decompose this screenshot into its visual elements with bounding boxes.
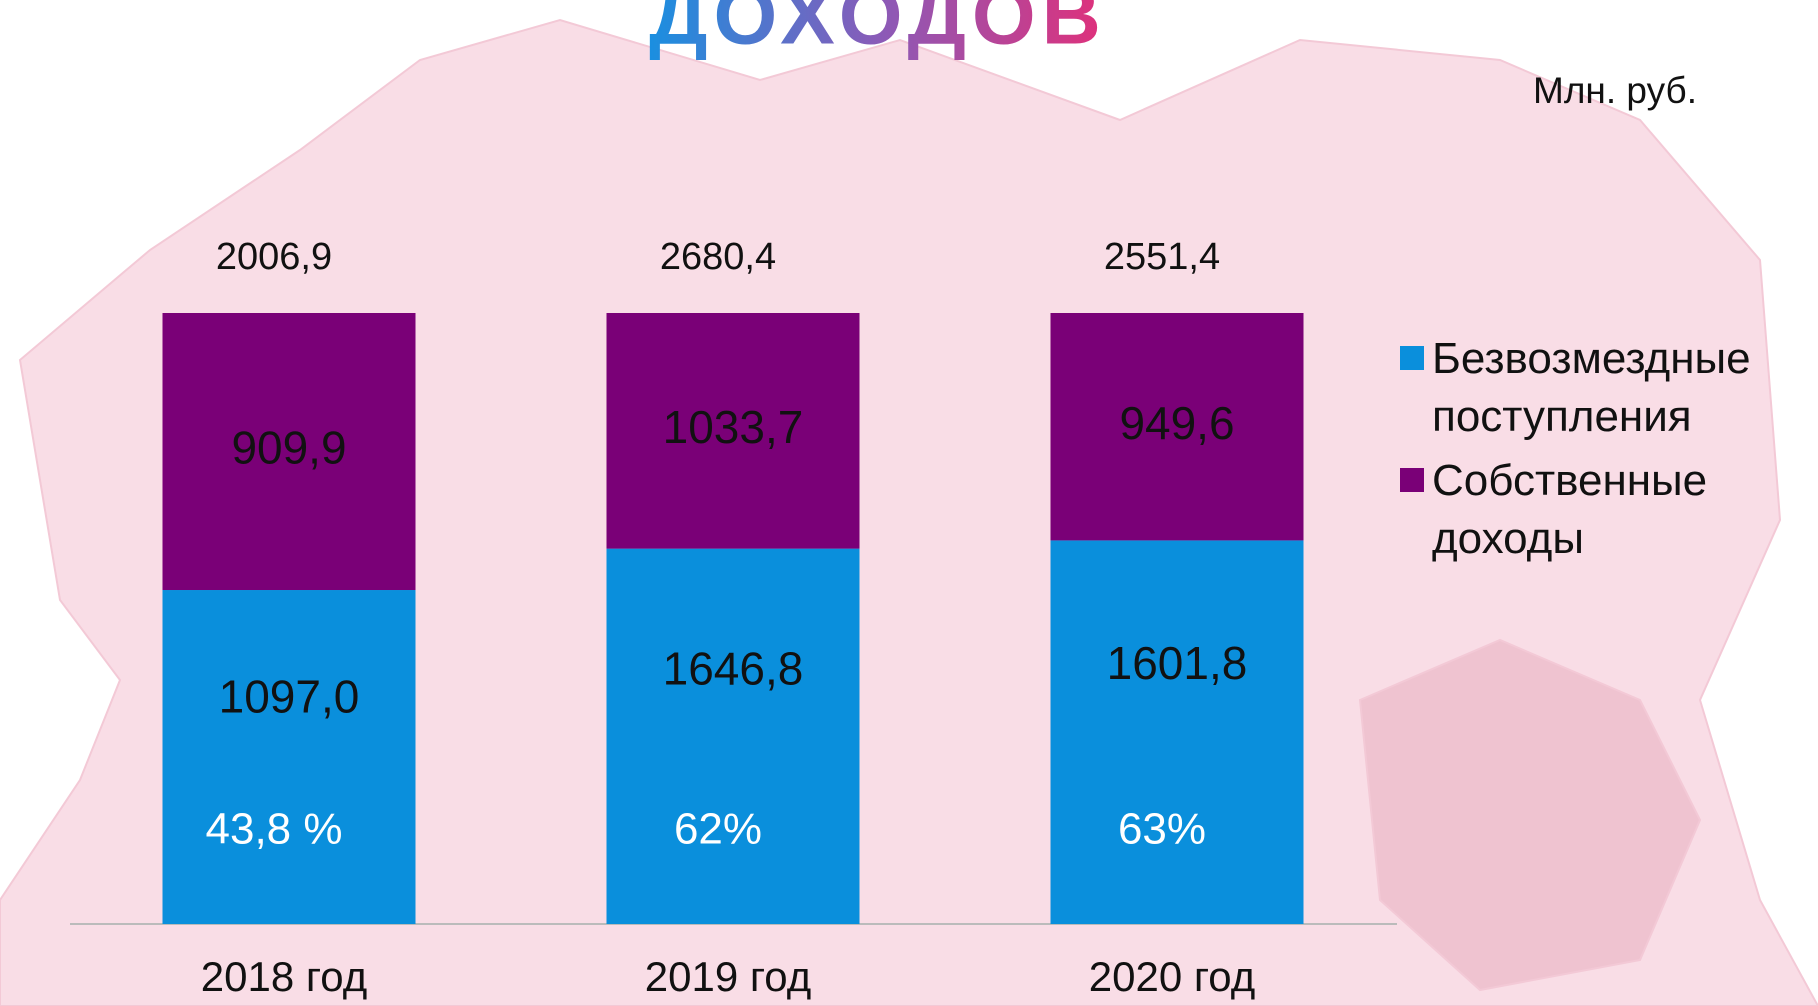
value-label: 949,6 — [1119, 397, 1234, 449]
bar-segment — [1050, 540, 1304, 924]
bar-segment — [606, 313, 860, 549]
share-label: 62% — [674, 805, 762, 854]
background-map — [0, 18, 1818, 1006]
value-label: 909,9 — [231, 422, 346, 474]
value-label: 1033,7 — [663, 401, 804, 453]
value-label: 1097,0 — [219, 670, 360, 722]
value-label: 1646,8 — [663, 643, 804, 695]
bar-segment — [606, 548, 860, 924]
bar-segment — [162, 590, 416, 924]
legend-label: Собственные доходы — [1432, 456, 1708, 563]
bar-segment — [162, 313, 416, 591]
legend-swatch — [1400, 468, 1424, 492]
share-label: 43,8 % — [206, 805, 343, 854]
total-label: 2680,4 — [660, 236, 776, 278]
x-tick-label: 2019 год — [645, 953, 811, 1000]
total-label: 2006,9 — [216, 236, 332, 278]
unit-label: Млн. руб. — [1533, 70, 1697, 111]
x-tick-label: 2018 год — [201, 953, 367, 1000]
value-label: 1601,8 — [1107, 637, 1248, 689]
legend-label: Безвозмездные поступления — [1432, 334, 1751, 441]
bar-segment — [1050, 313, 1304, 541]
share-label: 63% — [1118, 805, 1206, 854]
legend-swatch — [1400, 346, 1424, 370]
total-label: 2551,4 — [1104, 236, 1220, 278]
title: ДОХОДОВ — [649, 0, 1107, 62]
x-tick-label: 2020 год — [1089, 953, 1255, 1000]
